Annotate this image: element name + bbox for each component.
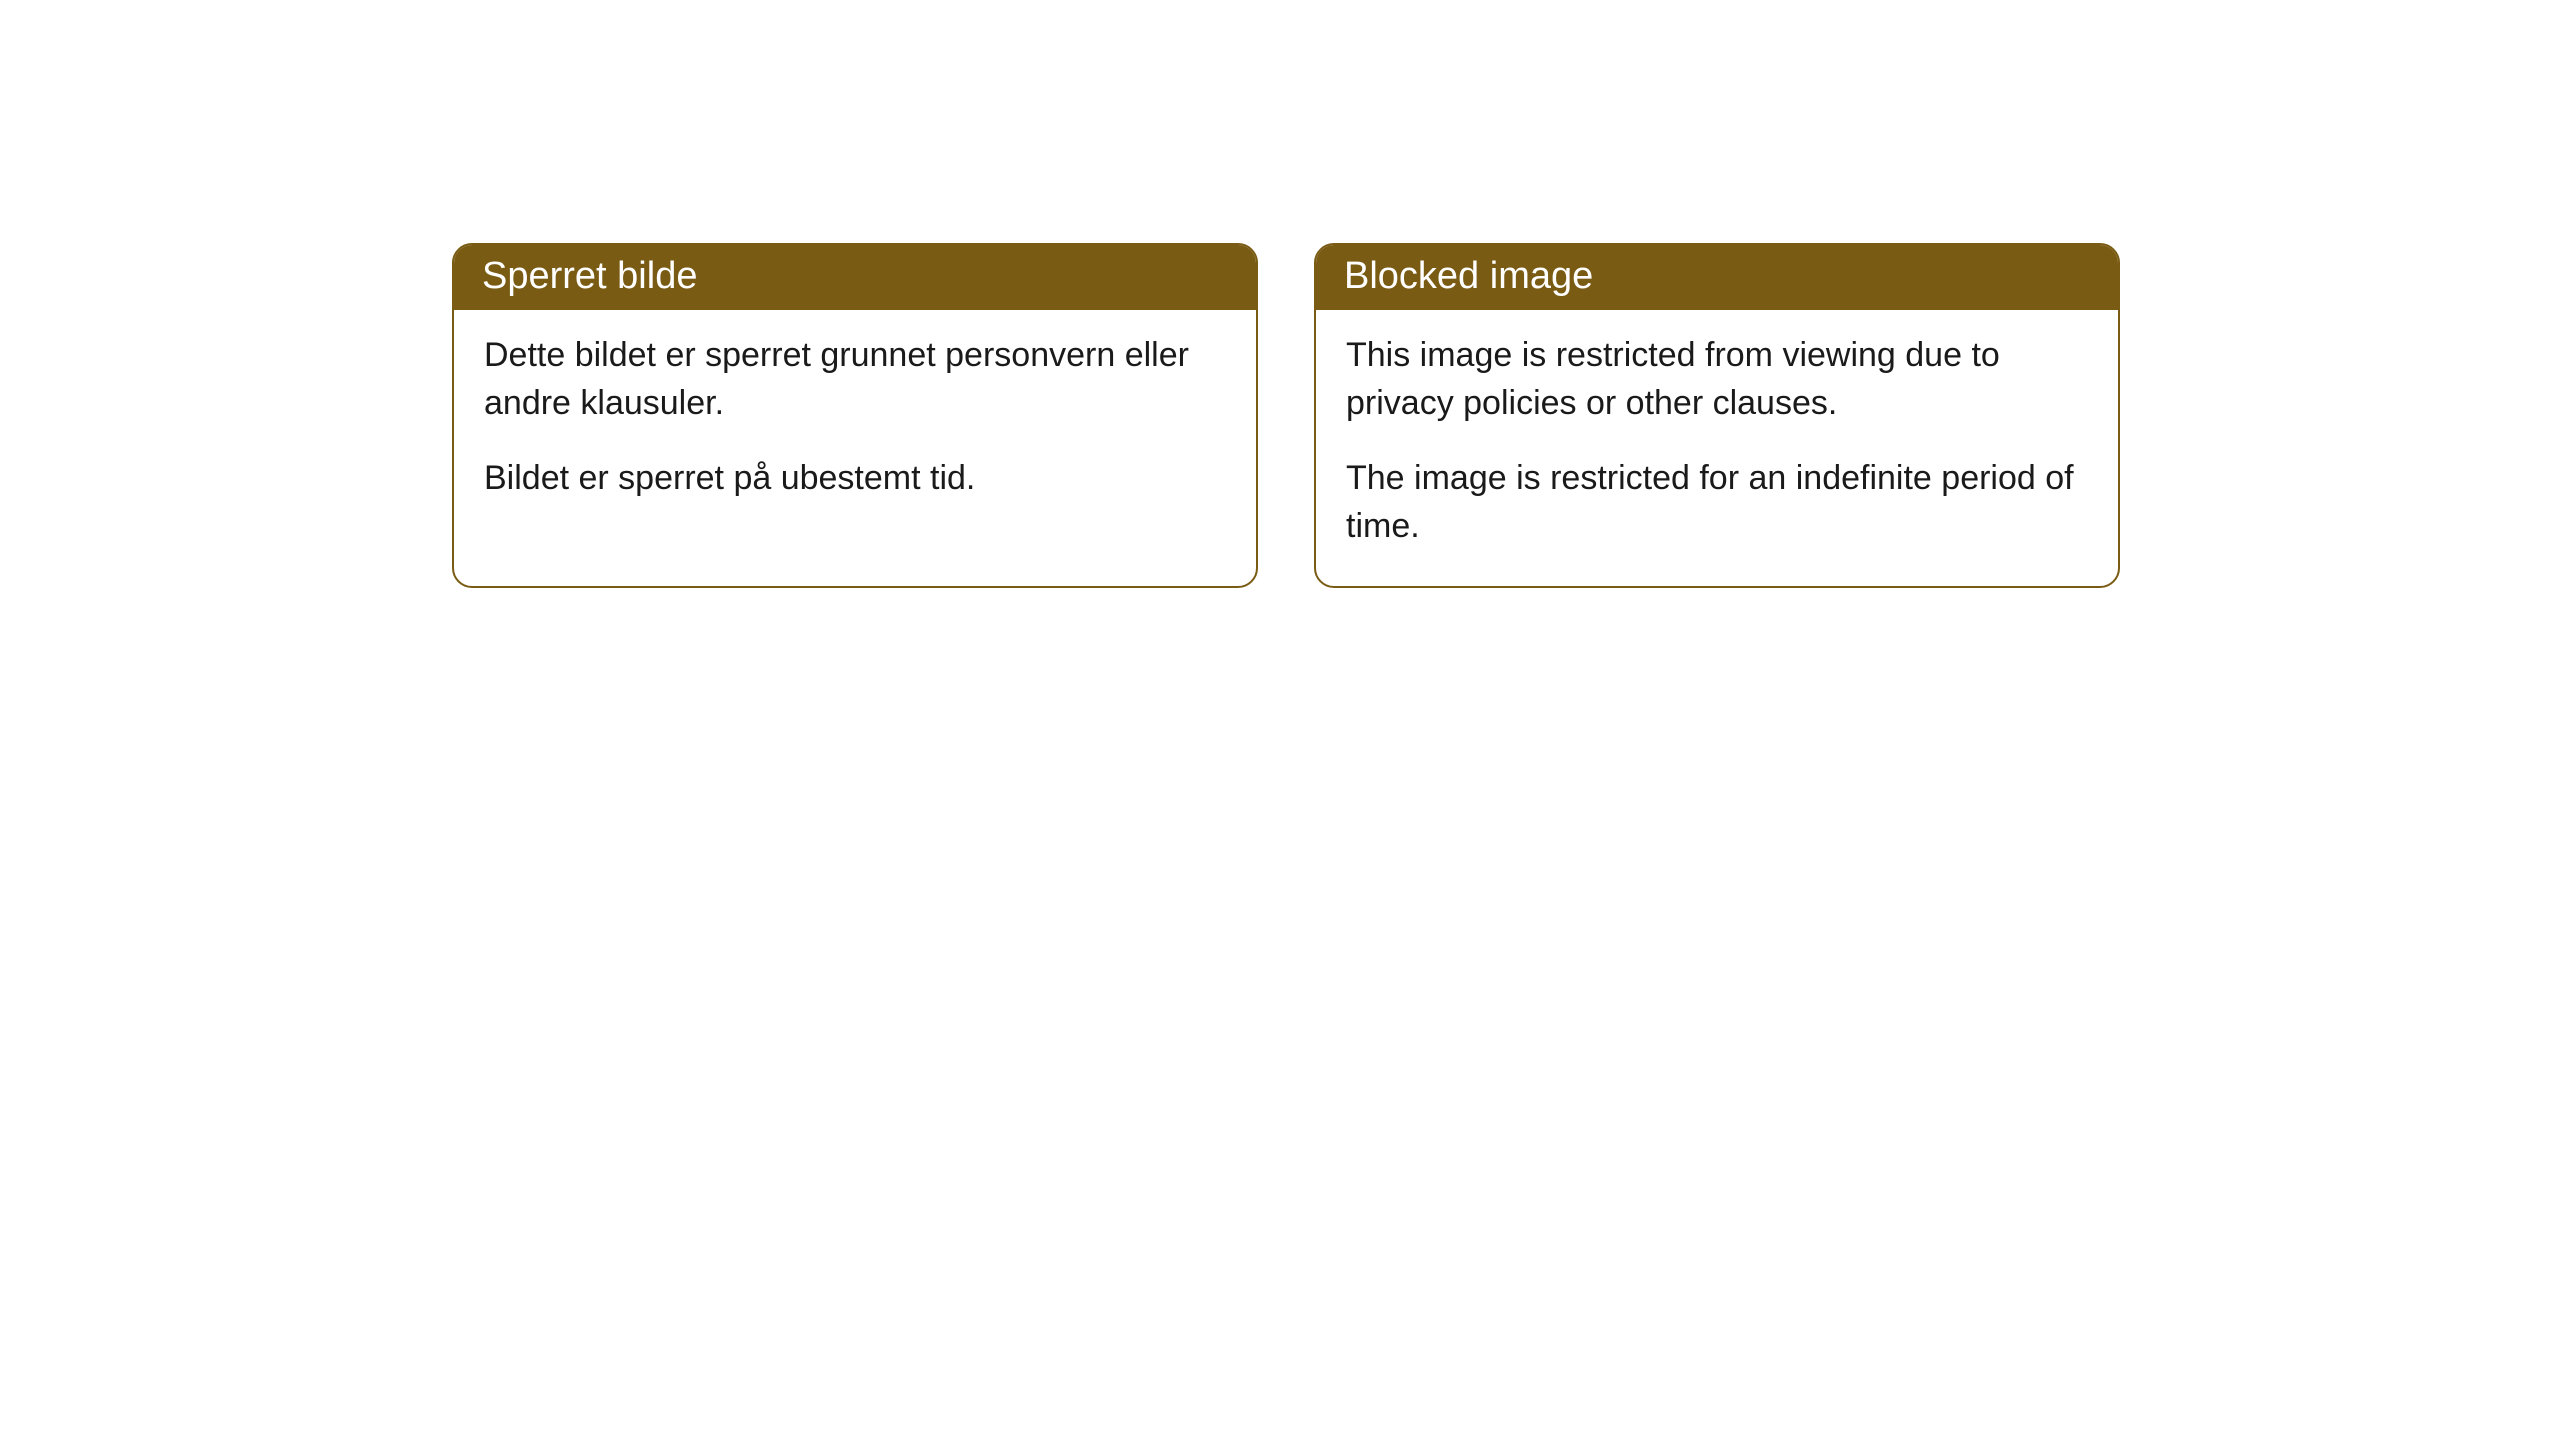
blocked-image-card-en: Blocked image This image is restricted f… xyxy=(1314,243,2120,588)
card-header-en: Blocked image xyxy=(1316,245,2118,310)
card-en-paragraph-1: This image is restricted from viewing du… xyxy=(1346,332,2088,427)
card-no-paragraph-1: Dette bildet er sperret grunnet personve… xyxy=(484,332,1226,427)
card-en-paragraph-2: The image is restricted for an indefinit… xyxy=(1346,455,2088,550)
blocked-image-card-no: Sperret bilde Dette bildet er sperret gr… xyxy=(452,243,1258,588)
card-container: Sperret bilde Dette bildet er sperret gr… xyxy=(452,243,2120,588)
card-body-no: Dette bildet er sperret grunnet personve… xyxy=(454,310,1256,539)
card-header-no: Sperret bilde xyxy=(454,245,1256,310)
card-no-paragraph-2: Bildet er sperret på ubestemt tid. xyxy=(484,455,1226,503)
card-body-en: This image is restricted from viewing du… xyxy=(1316,310,2118,586)
